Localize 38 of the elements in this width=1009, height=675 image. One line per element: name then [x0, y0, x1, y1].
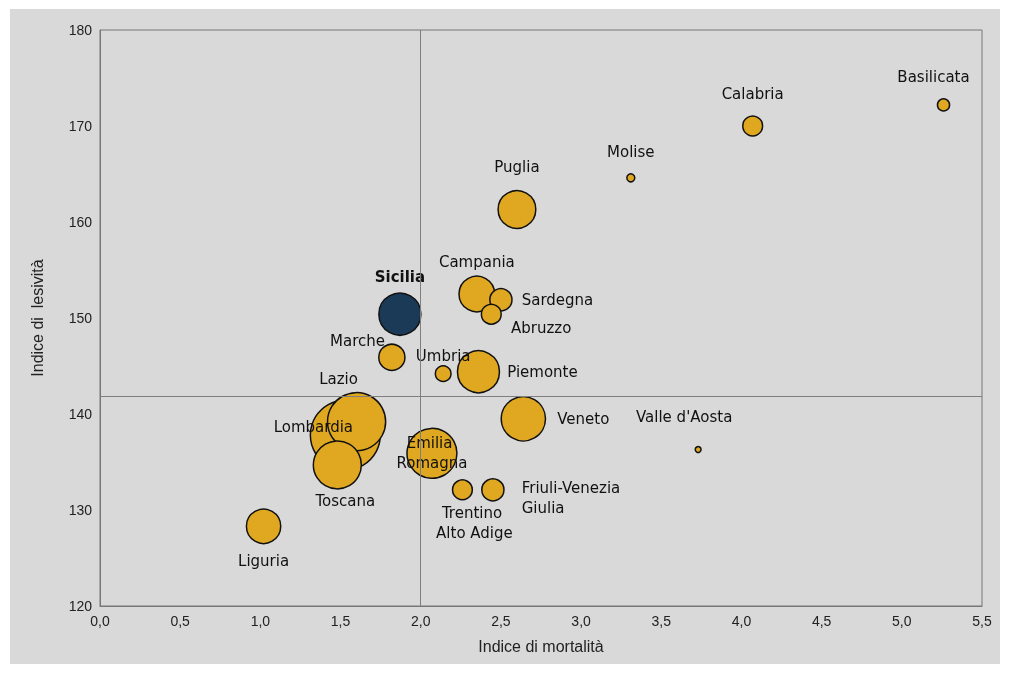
x-tick-label: 3,5 [651, 613, 672, 629]
x-tick-label: 3,0 [571, 613, 592, 629]
x-tick-label: 5,5 [972, 613, 992, 629]
y-tick-label: 150 [68, 310, 93, 326]
x-tick-label: 2,0 [410, 613, 431, 629]
y-tick-label: 140 [68, 406, 93, 422]
series-label: Trentino Alto Adige [436, 504, 513, 543]
series-label: Abruzzo [510, 319, 572, 338]
y-tick-label: 170 [68, 118, 93, 134]
x-tick-label: 1,5 [330, 613, 351, 629]
x-tick-label: 1,0 [250, 613, 271, 629]
x-tick-label: 0,0 [90, 613, 110, 629]
series-label: Veneto [557, 409, 610, 428]
y-tick-label: 160 [68, 214, 93, 230]
series-label: Friuli-Venezia Giulia [521, 478, 626, 517]
series-label: Lazio [319, 369, 358, 388]
series-label: Puglia [494, 157, 540, 176]
series-label: Calabria [721, 85, 784, 104]
series-label: Liguria [238, 552, 290, 571]
series-label: Molise [607, 143, 655, 162]
series-label: Marche [330, 332, 386, 351]
series-label: Sardegna [521, 290, 594, 309]
series-label: Toscana [314, 491, 376, 510]
x-tick-label: 0,5 [170, 613, 191, 629]
x-tick-label: 4,5 [811, 613, 832, 629]
y-axis-title: Indice di lesività [28, 259, 46, 377]
series-label: Piemonte [507, 362, 578, 381]
x-axis-title: Indice di mortalità [478, 637, 604, 655]
y-tick-label: 130 [68, 502, 93, 518]
series-label: Sicilia [374, 268, 426, 287]
x-tick-label: 2,5 [491, 613, 511, 629]
x-tick-label: 5,0 [892, 613, 912, 629]
series-label: Campania [438, 253, 515, 272]
text: Valle d'Aosta [635, 407, 733, 426]
x-tick-label: 4,0 [731, 613, 752, 629]
y-tick-label: 120 [68, 598, 93, 614]
series-label: Basilicata [897, 68, 970, 87]
y-tick-label: 180 [68, 22, 93, 38]
